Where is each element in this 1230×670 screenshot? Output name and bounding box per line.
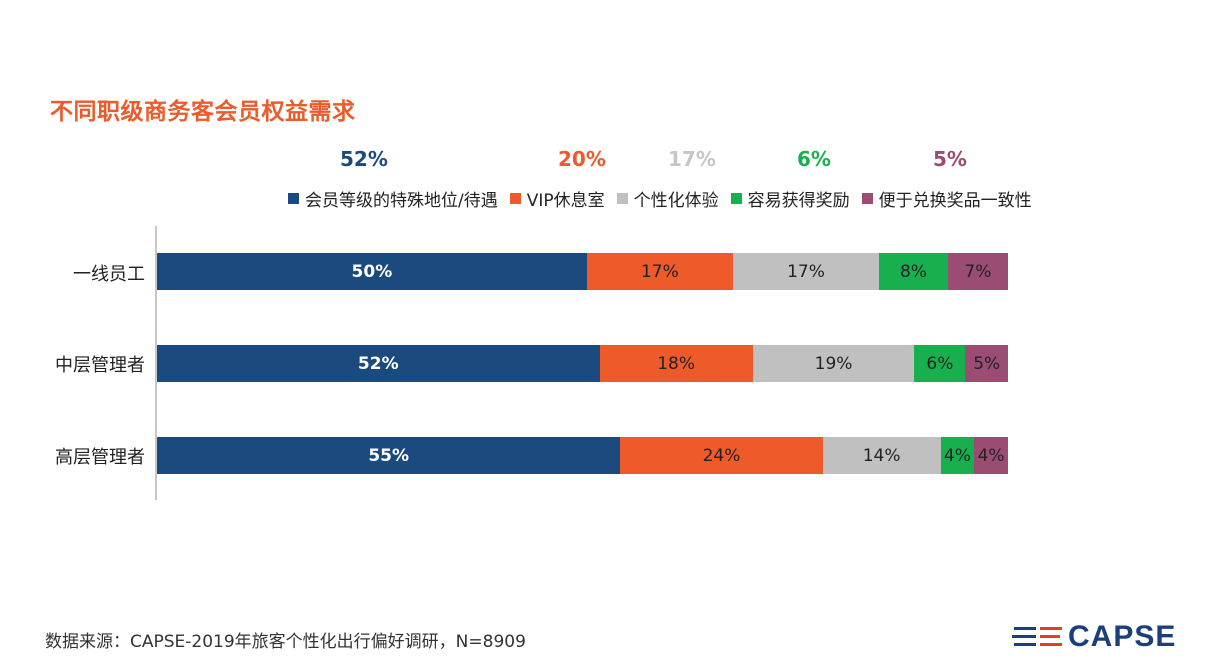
- data-label: 7%: [964, 261, 992, 282]
- data-label: 5%: [973, 353, 1001, 374]
- capse-logo: CAPSE: [1012, 620, 1176, 654]
- data-label: 50%: [351, 261, 393, 282]
- legend-label-redemption: 便于兑换奖品一致性: [878, 191, 1032, 211]
- bar-segment-status: 52%: [157, 345, 600, 382]
- bar-row-frontline: 50% 17% 17% 8% 7%: [157, 253, 1008, 290]
- legend-item-personalized: 个性化体验: [616, 186, 719, 211]
- bar-segment-easy-rewards: 6%: [914, 345, 966, 382]
- bar-segment-vip-lounge: 18%: [599, 345, 753, 382]
- legend-label-status: 会员等级的特殊地位/待遇: [305, 191, 498, 211]
- legend-item-status: 会员等级的特殊地位/待遇: [288, 186, 498, 211]
- data-label: 18%: [657, 353, 695, 374]
- bar-segment-easy-rewards: 4%: [940, 437, 975, 474]
- legend-swatch-vip-lounge: [509, 193, 521, 204]
- bar-segment-personalized: 19%: [752, 345, 915, 382]
- data-label: 8%: [899, 261, 927, 282]
- summary-pct-personalized: 17%: [668, 147, 716, 171]
- bar-segment-personalized: 14%: [822, 437, 941, 474]
- data-label: 4%: [977, 445, 1005, 466]
- bar-segment-redemption: 4%: [974, 437, 1008, 474]
- bar-segment-easy-rewards: 8%: [879, 253, 948, 290]
- bar-segment-vip-lounge: 17%: [586, 253, 733, 290]
- capse-stripes-icon: [1012, 627, 1062, 646]
- bar-row-senior-managers: 55% 24% 14% 4% 4%: [157, 437, 1008, 474]
- legend-label-easy-rewards: 容易获得奖励: [747, 191, 850, 211]
- category-label-middle-managers: 中层管理者: [55, 355, 145, 376]
- category-label-senior-managers: 高层管理者: [55, 447, 145, 468]
- data-label: 6%: [926, 353, 954, 374]
- data-label: 14%: [862, 445, 901, 466]
- summary-pct-status: 52%: [340, 147, 388, 171]
- bar-segment-personalized: 17%: [732, 253, 880, 290]
- legend-item-redemption: 便于兑换奖品一致性: [861, 186, 1032, 211]
- legend-item-vip-lounge: VIP休息室: [509, 186, 605, 211]
- summary-pct-vip-lounge: 20%: [558, 147, 606, 171]
- logo-text: CAPSE: [1068, 620, 1177, 653]
- legend-swatch-easy-rewards: [730, 193, 742, 204]
- legend-swatch-personalized: [616, 193, 628, 204]
- source-note: 数据来源：CAPSE-2019年旅客个性化出行偏好调研，N=8909: [45, 632, 526, 652]
- summary-pct-redemption: 5%: [933, 147, 967, 171]
- y-axis-line: [155, 226, 157, 500]
- bar-segment-status: 50%: [157, 253, 587, 290]
- summary-pct-easy-rewards: 6%: [797, 147, 831, 171]
- category-label-frontline: 一线员工: [73, 264, 145, 285]
- data-label: 17%: [787, 261, 825, 282]
- bar-segment-status: 55%: [157, 437, 621, 474]
- legend-label-vip-lounge: VIP休息室: [526, 191, 605, 211]
- legend-label-personalized: 个性化体验: [633, 191, 719, 211]
- data-label: 4%: [943, 445, 971, 466]
- bar-segment-redemption: 5%: [965, 345, 1008, 382]
- legend-item-easy-rewards: 容易获得奖励: [730, 186, 850, 211]
- data-label: 52%: [357, 353, 399, 374]
- legend-swatch-redemption: [861, 193, 873, 204]
- legend-swatch-status: [288, 193, 299, 204]
- data-label: 17%: [640, 261, 679, 282]
- data-label: 55%: [368, 445, 410, 466]
- chart-title: 不同职级商务客会员权益需求: [50, 99, 356, 125]
- data-label: 24%: [702, 445, 741, 466]
- bar-row-middle-managers: 52% 18% 19% 6% 5%: [157, 345, 1008, 382]
- bar-segment-redemption: 7%: [947, 253, 1008, 290]
- chart-legend: 会员等级的特殊地位/待遇 VIP休息室 个性化体验 容易获得奖励 便于兑换奖品一…: [288, 186, 1032, 211]
- data-label: 19%: [814, 353, 853, 374]
- bar-segment-vip-lounge: 24%: [620, 437, 823, 474]
